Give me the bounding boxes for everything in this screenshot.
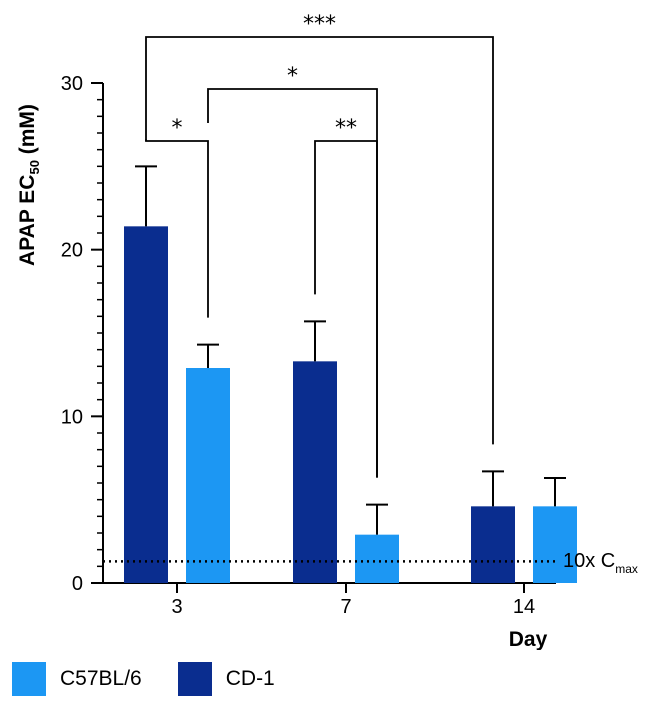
legend-item-cd1: CD-1 [177,662,275,696]
reference-line-label: 10x Cmax [563,550,638,576]
y-tick-label: 10 [61,406,83,428]
legend-label-cd1: CD-1 [225,667,275,690]
significance-label: *** [303,12,336,37]
x-axis-title: Day [509,628,548,650]
significance-label: * [172,116,183,141]
y-tick-label: 20 [61,240,83,262]
significance-bracket [207,88,378,478]
bar [533,506,577,583]
bar [186,368,230,583]
legend-swatch-cd1 [177,662,212,696]
significance-bracket [314,140,378,478]
y-tick-label: 30 [61,73,83,95]
legend-label-c57bl6: C57BL/6 [60,667,142,690]
legend: C57BL/6 CD-1 [12,662,311,696]
bar [471,506,515,583]
legend-item-c57bl6: C57BL/6 [12,662,142,696]
legend-swatch-c57bl6 [12,662,46,696]
y-axis-title: APAP EC50 (mM) [16,104,42,266]
significance-bracket [145,36,494,445]
x-tick-label: 3 [171,596,182,618]
x-tick-label: 7 [340,596,351,618]
bar [355,534,399,583]
x-tick-label: 14 [513,596,535,618]
bar [124,226,168,584]
bar [293,361,337,583]
significance-label: ** [335,116,357,141]
significance-label: * [287,64,298,89]
y-tick-label: 0 [72,573,83,595]
